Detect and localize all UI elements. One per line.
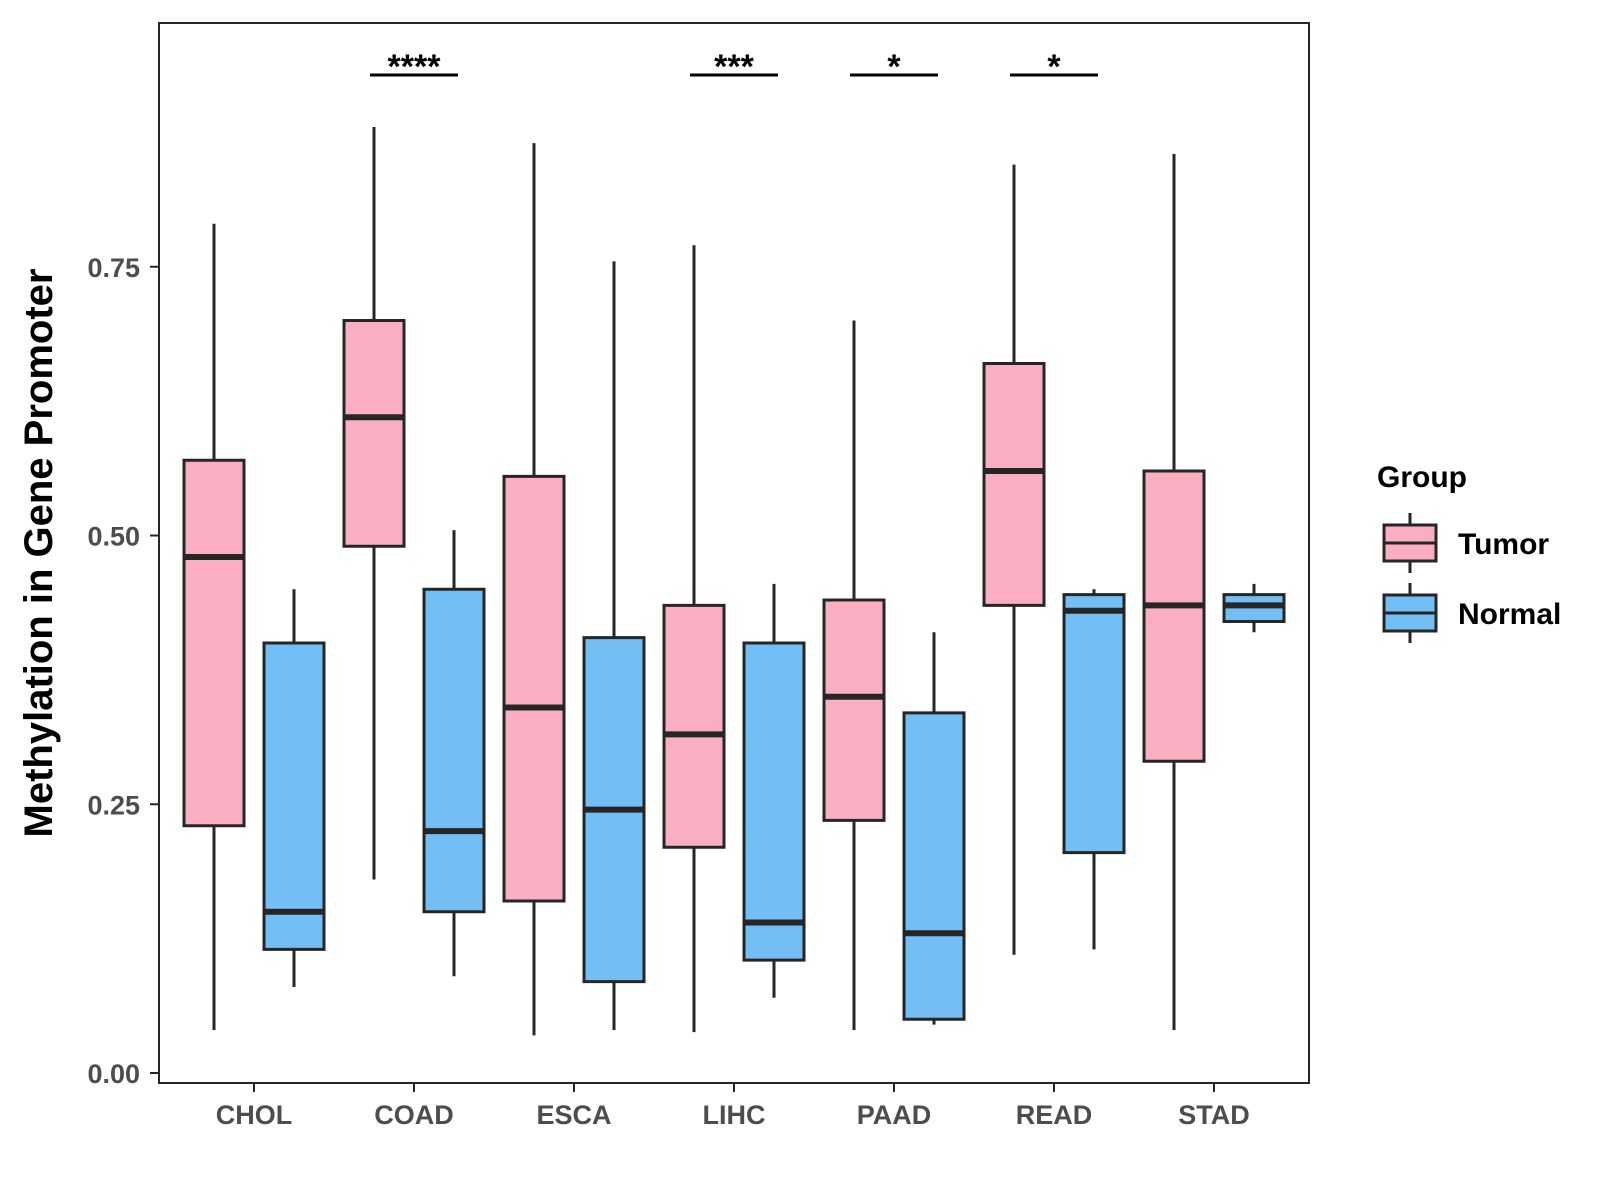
legend: Group Tumor Normal <box>1377 461 1561 643</box>
x-tick-label-lihc: LIHC <box>703 1100 766 1130</box>
box-body-normal-paad <box>902 711 966 1021</box>
box-normal-chol <box>262 589 326 987</box>
x-tick-label-paad: PAAD <box>857 1100 932 1130</box>
box-tumor-coad <box>342 127 406 880</box>
box-body-tumor-lihc <box>662 603 726 849</box>
box-body-tumor-esca <box>502 474 566 903</box>
y-tick-label: 0.50 <box>87 522 140 552</box>
box-tumor-stad <box>1142 153 1206 1030</box>
box-tumor-chol <box>182 223 246 1030</box>
plot-marks: **** *** * * <box>182 48 1286 1036</box>
box-tumor-lihc <box>662 245 726 1033</box>
significance-label: **** <box>388 48 442 86</box>
legend-item-normal: Normal <box>1382 583 1561 643</box>
box-tumor-read <box>982 164 1046 955</box>
x-tick-label-esca: ESCA <box>536 1100 611 1130</box>
legend-label-tumor: Tumor <box>1458 528 1549 561</box>
significance-lihc: *** <box>690 48 778 86</box>
legend-title: Group <box>1377 461 1467 494</box>
box-normal-esca <box>582 261 646 1030</box>
significance-label: * <box>887 48 901 86</box>
significance-label: * <box>1047 48 1061 86</box>
box-normal-read <box>1062 589 1126 950</box>
y-tick-label: 0.00 <box>87 1059 140 1089</box>
significance-label: *** <box>714 48 754 86</box>
box-body-normal-read <box>1062 593 1126 855</box>
box-body-tumor-stad <box>1142 469 1206 763</box>
x-axis: CHOL COAD ESCA LIHC PAAD READ STAD <box>216 1083 1250 1130</box>
y-tick-label: 0.25 <box>87 790 140 820</box>
box-body-normal-chol <box>262 641 326 951</box>
y-axis: 0.00 0.25 0.50 0.75 <box>87 253 159 1089</box>
box-body-tumor-chol <box>182 458 246 828</box>
significance-read: * <box>1010 48 1098 86</box>
x-tick-label-stad: STAD <box>1178 1100 1250 1130</box>
box-normal-paad <box>902 632 966 1025</box>
legend-item-tumor: Tumor <box>1382 513 1549 573</box>
box-body-normal-coad <box>422 587 486 914</box>
box-body-tumor-paad <box>822 598 886 822</box>
y-tick-label: 0.75 <box>87 253 140 283</box>
x-tick-label-read: READ <box>1016 1100 1093 1130</box>
box-body-tumor-coad <box>342 319 406 548</box>
box-tumor-esca <box>502 143 566 1036</box>
box-body-tumor-read <box>982 362 1046 607</box>
box-normal-coad <box>422 530 486 977</box>
box-body-normal-lihc <box>742 641 806 962</box>
significance-paad: * <box>850 48 938 86</box>
box-normal-lihc <box>742 583 806 998</box>
x-tick-label-coad: COAD <box>374 1100 454 1130</box>
legend-label-normal: Normal <box>1458 598 1561 631</box>
y-axis-title: Methylation in Gene Promoter <box>17 269 61 838</box>
x-tick-label-chol: CHOL <box>216 1100 293 1130</box>
box-tumor-paad <box>822 320 886 1030</box>
box-normal-stad <box>1222 583 1286 633</box>
significance-coad: **** <box>370 48 458 86</box>
